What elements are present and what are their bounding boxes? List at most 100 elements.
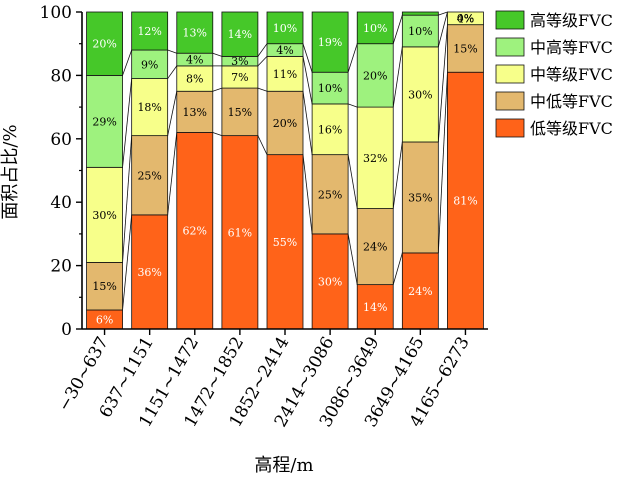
stack-connector <box>167 91 178 136</box>
data-label: 30% <box>92 209 116 222</box>
bar-segment <box>86 11 123 76</box>
data-labels: 6% 15% 30% 29% 20% 36% 25% 18% 9% 12% 62% 13% 8% 4% 13… <box>92 0 477 326</box>
stack-connector <box>167 49 177 54</box>
data-label: 18% <box>137 101 161 114</box>
legend-label: 高等级FVC <box>530 11 613 30</box>
data-label: 36% <box>137 266 161 279</box>
stack-connector <box>212 52 223 57</box>
stack-connector <box>122 78 133 168</box>
legend-swatch <box>495 37 525 57</box>
bar-segment <box>86 75 123 168</box>
stack-connector <box>122 135 133 263</box>
bar-segment <box>131 49 169 79</box>
stack-connector <box>302 91 313 155</box>
stack-connector <box>212 132 223 137</box>
bar-stacks <box>86 11 484 330</box>
data-label: 4% <box>457 12 474 25</box>
data-label: 35% <box>408 191 432 204</box>
data-label: 10% <box>363 22 387 35</box>
bar-segment <box>131 135 169 216</box>
stack-connector <box>437 72 448 253</box>
data-label: 25% <box>318 188 342 201</box>
bar-segment <box>447 24 484 73</box>
legend-swatch <box>495 118 525 138</box>
stack-connector <box>167 65 178 79</box>
data-label: 20% <box>92 38 116 51</box>
data-label: 19% <box>318 36 342 49</box>
stack-connector <box>302 56 313 105</box>
data-label: 32% <box>363 152 387 165</box>
bar-segment <box>401 252 439 330</box>
bar-segment <box>176 90 214 133</box>
data-label: 24% <box>363 241 387 254</box>
data-label: 25% <box>137 169 161 182</box>
bar-segment <box>131 11 169 51</box>
data-label: 29% <box>92 115 116 128</box>
stack-connector <box>122 49 133 76</box>
stack-connector <box>257 87 268 92</box>
data-label: 14% <box>228 28 252 41</box>
data-label: 20% <box>273 117 297 130</box>
stack-connector <box>212 87 223 92</box>
bar-segment <box>221 135 259 330</box>
legend-swatch <box>495 91 525 111</box>
bar-segment <box>266 55 304 92</box>
bar-segment <box>447 11 484 26</box>
stack-connector <box>302 43 313 73</box>
data-label: 13% <box>183 27 207 40</box>
bar-segment <box>311 103 349 156</box>
bar-segment <box>86 166 123 263</box>
stack-connector <box>167 132 178 215</box>
stack-connector <box>122 214 133 311</box>
data-label: 81% <box>453 195 477 208</box>
data-label: 16% <box>318 123 342 136</box>
bar-segment <box>401 141 439 254</box>
legend-label: 中高等FVC <box>530 38 613 57</box>
data-label: 15% <box>453 42 477 55</box>
bar-segment <box>401 14 439 48</box>
bar-segment <box>221 87 259 137</box>
data-label: 14% <box>363 301 387 314</box>
data-label: 15% <box>228 106 252 119</box>
bar-segment <box>266 11 304 45</box>
bar-segment <box>176 11 214 54</box>
data-label: 4% <box>186 54 203 67</box>
data-label: 6% <box>96 313 113 326</box>
legend-swatch <box>495 10 525 30</box>
stack-connector <box>257 56 268 67</box>
bar-segment <box>356 208 394 286</box>
data-label: 12% <box>137 25 161 38</box>
bar-segment <box>311 233 349 330</box>
stack-connector <box>437 24 448 143</box>
data-label: 20% <box>363 69 387 82</box>
stack-connector <box>347 43 358 73</box>
stack-connector <box>392 252 403 285</box>
stack-connector <box>392 15 403 44</box>
data-label: 55% <box>273 236 297 249</box>
legend: 高等级FVC 中高等FVC 中等级FVC 中低等FVC 低等级FVC <box>495 10 613 138</box>
data-label: 10% <box>273 22 297 35</box>
y-tick-label: 0 <box>61 320 72 340</box>
data-label: 15% <box>92 280 116 293</box>
stack-connector <box>347 103 358 108</box>
bar-segment <box>356 11 394 45</box>
bar-segment <box>176 132 214 330</box>
y-tick-label: 80 <box>50 66 72 86</box>
bar-segment <box>401 46 439 143</box>
x-axis-title: 高程/m <box>254 455 313 476</box>
stack-connector <box>302 154 313 234</box>
stack-connector <box>257 43 268 57</box>
data-label: 11% <box>273 68 297 81</box>
stack-connector <box>347 154 358 209</box>
data-label: 0% <box>457 12 474 25</box>
stack-connector <box>347 233 358 285</box>
stack-connector <box>437 11 448 47</box>
y-tick-label: 20 <box>50 257 72 277</box>
y-axis-title: 面积占比/% <box>0 124 21 219</box>
data-label: 10% <box>318 82 342 95</box>
data-label: 3% <box>231 55 248 68</box>
data-label: 61% <box>228 226 252 239</box>
y-tick-label: 60 <box>50 130 72 150</box>
legend-label: 低等级FVC <box>530 119 613 138</box>
bar-segment <box>266 154 304 330</box>
